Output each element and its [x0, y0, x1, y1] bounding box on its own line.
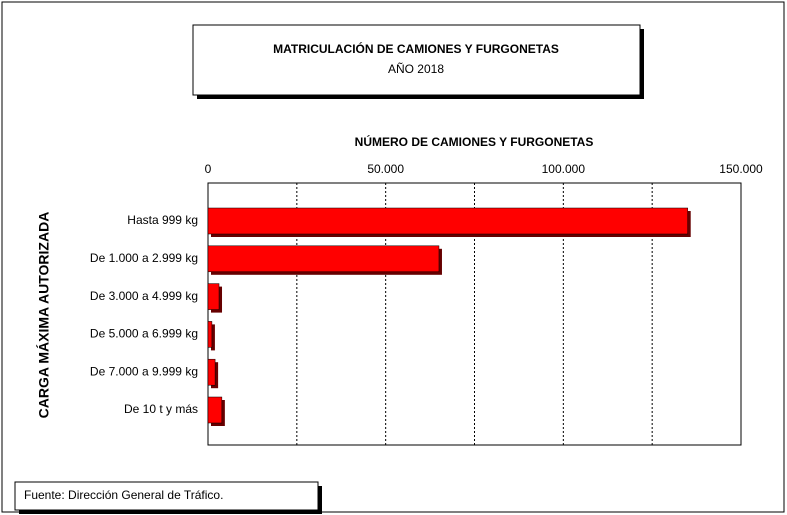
chart-subtitle: AÑO 2018 — [388, 62, 444, 76]
bar — [207, 396, 223, 424]
x-tick-label: 0 — [205, 162, 212, 176]
bar — [207, 207, 688, 235]
y-tick-label: Hasta 999 kg — [127, 213, 198, 227]
bar — [207, 245, 440, 273]
chart-title: MATRICULACIÓN DE CAMIONES Y FURGONETAS — [273, 41, 559, 56]
title-box — [192, 24, 641, 96]
y-tick-label: De 10 t y más — [124, 402, 198, 416]
x-tick-label: 100.000 — [542, 162, 586, 176]
x-tick-label: 50.000 — [367, 162, 404, 176]
source: Fuente: Dirección General de Tráfico. — [24, 488, 223, 502]
source-box — [14, 481, 319, 511]
x-axis-label: NÚMERO DE CAMIONES Y FURGONETAS — [355, 134, 594, 149]
bar — [207, 321, 213, 348]
x-tick-label: 150.000 — [719, 162, 763, 176]
bar — [207, 283, 220, 310]
y-axis-label: CARGA MÁXIMA AUTORIZADA — [36, 212, 52, 419]
bar-shadow — [211, 324, 215, 351]
y-tick-label: De 7.000 a 9.999 kg — [90, 364, 198, 378]
bar — [207, 358, 216, 386]
y-tick-label: De 5.000 a 6.999 kg — [90, 327, 198, 341]
y-tick-label: De 1.000 a 2.999 kg — [90, 251, 198, 265]
y-tick-label: De 3.000 a 4.999 kg — [90, 289, 198, 303]
